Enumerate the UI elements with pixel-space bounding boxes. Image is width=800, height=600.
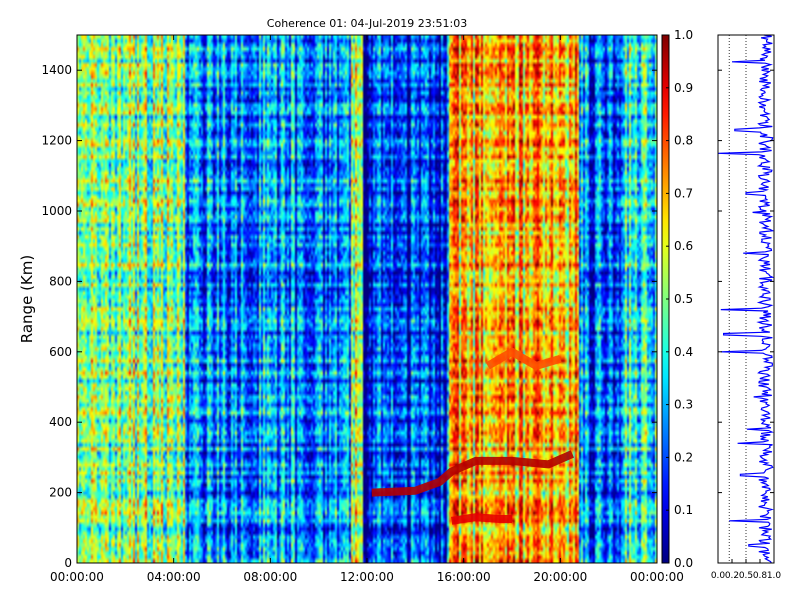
y-axis: 0 200 400 600 800 1000 1200 1400 [41, 63, 657, 570]
colorbar-tick-label: 0.4 [674, 345, 693, 359]
colorbar-tick-label: 0.5 [674, 292, 693, 306]
colorbar-tick-label: 0.8 [674, 134, 693, 148]
layer-trace-1 [371, 450, 574, 497]
colorbar-tick-label: 0.6 [674, 239, 693, 253]
heatmap-raster [77, 35, 657, 563]
y-tick-label: 1400 [41, 63, 72, 77]
layer-trace-2 [451, 513, 512, 525]
x-tick-label: 00:00:00 [630, 570, 684, 584]
x-tick-label: 08:00:00 [243, 570, 297, 584]
side-profile-line [717, 34, 775, 564]
colorbar-tick-label: 0.9 [674, 81, 693, 95]
side-x-tick-label: 0.5 [739, 571, 753, 581]
y-tick-label: 400 [49, 415, 72, 429]
y-tick-label: 0 [64, 556, 72, 570]
colorbar-tick-label: 0.2 [674, 450, 693, 464]
y-tick-label: 800 [49, 274, 72, 288]
side-profile-panel: 0.0 0.2 0.5 0.8 1.0 [711, 34, 782, 581]
colorbar-tick-label: 0.7 [674, 186, 693, 200]
colorbar-tick-label: 1.0 [674, 28, 693, 42]
colorbar-tick-label: 0.1 [674, 503, 693, 517]
side-x-tick-label: 1.0 [767, 571, 782, 581]
y-tick-label: 200 [49, 486, 72, 500]
layer-trace-3 [485, 347, 562, 370]
heatmap [77, 35, 657, 563]
x-tick-label: 16:00:00 [437, 570, 491, 584]
side-x-tick-label: 0.8 [753, 571, 768, 581]
y-tick-label: 1000 [41, 204, 72, 218]
colorbar-tick-label: 0.3 [674, 398, 693, 412]
x-tick-label: 04:00:00 [147, 570, 201, 584]
chart-title: Coherence 01: 04-Jul-2019 23:51:03 [267, 17, 467, 30]
side-x-tick-label: 0.2 [725, 571, 739, 581]
colorbar: 0.0 0.1 0.2 0.3 0.4 0.5 0.6 0.7 0.8 0.9 1.0 [661, 28, 693, 570]
y-tick-label: 600 [49, 345, 72, 359]
y-axis-label: Range (Km) [18, 255, 36, 343]
x-axis: 00:00:00 04:00:00 08:00:00 12:00:00 16:00:00… [50, 35, 684, 584]
x-tick-label: 20:00:00 [533, 570, 587, 584]
x-tick-label: 00:00:00 [50, 570, 104, 584]
side-x-tick-label: 0.0 [711, 571, 726, 581]
x-tick-label: 12:00:00 [340, 570, 394, 584]
colorbar-tick-label: 0.0 [674, 556, 693, 570]
y-tick-label: 1200 [41, 134, 72, 148]
